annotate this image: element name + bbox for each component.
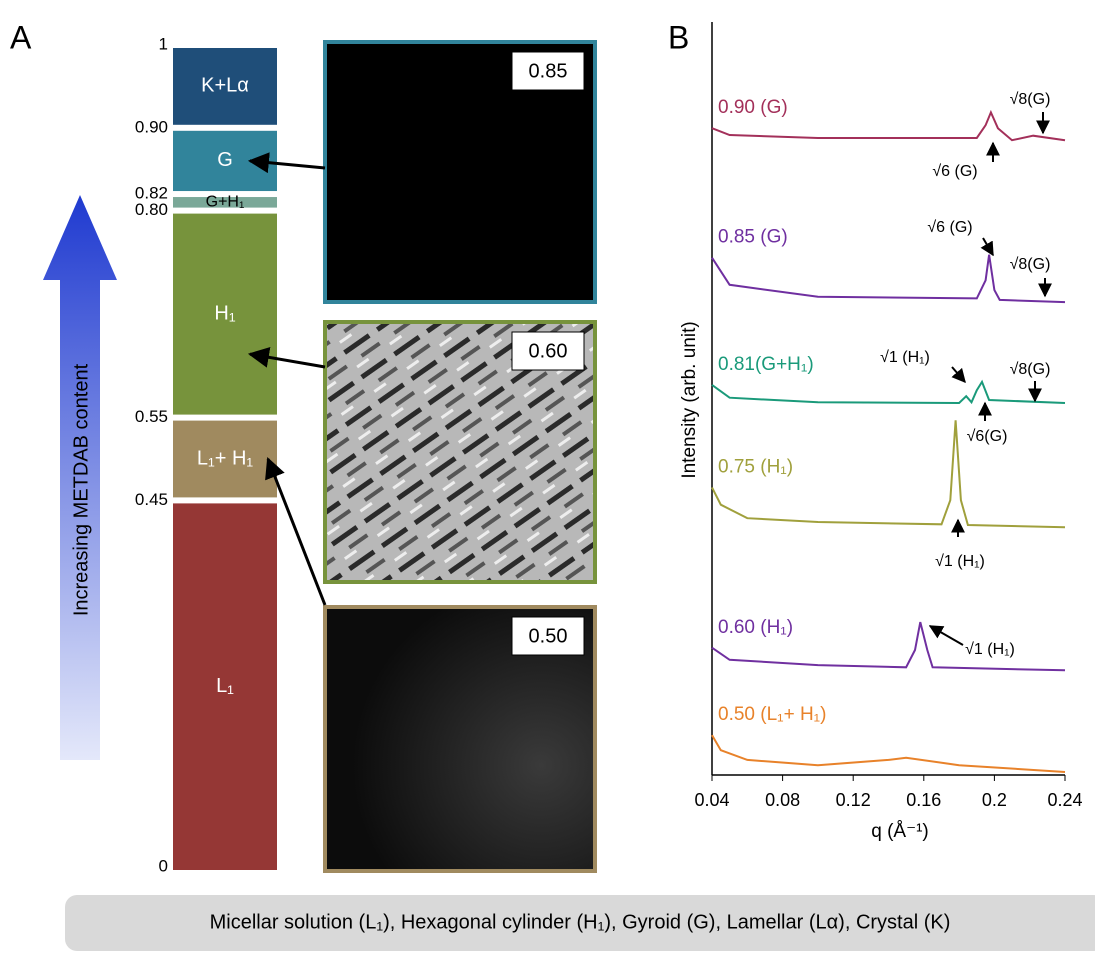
- phase-label: G+H₁: [206, 194, 245, 211]
- peak-annotation: √6 (G): [927, 219, 972, 236]
- x-tick-label: 0.08: [765, 790, 800, 810]
- phase-label: L₁: [216, 675, 234, 697]
- curve-label: 0.50 (L₁+ H₁): [718, 704, 826, 725]
- scale-label: 0.80: [135, 200, 168, 219]
- curve-label: 0.81(G+H₁): [718, 354, 814, 375]
- peak-arrow: [930, 626, 963, 645]
- peak-annotation: √8(G): [1010, 91, 1051, 108]
- x-tick-label: 0.12: [836, 790, 871, 810]
- curve-label: 0.60 (H₁): [718, 617, 793, 638]
- peak-annotation: √1 (H₁): [935, 553, 985, 570]
- curve: [712, 382, 1065, 403]
- scale-label: 0: [159, 856, 168, 875]
- panel-label: B: [668, 19, 689, 55]
- peak-annotation: √8(G): [1010, 361, 1051, 378]
- phase-label: G: [217, 149, 233, 171]
- caption: Micellar solution (L₁), Hexagonal cylind…: [210, 911, 951, 933]
- arrow-label: Increasing METDAB content: [70, 363, 92, 616]
- x-axis-label: q (Å⁻¹): [871, 821, 929, 842]
- peak-annotation: √1 (H₁): [965, 641, 1015, 658]
- curve: [712, 735, 1065, 772]
- x-tick-label: 0.24: [1047, 790, 1082, 810]
- peak-annotation: √1 (H₁): [880, 349, 930, 366]
- peak-annotation: √8(G): [1010, 256, 1051, 273]
- y-axis-label: Intensity (arb. unit): [679, 321, 700, 478]
- peak-arrow: [983, 238, 993, 255]
- peak-arrow: [952, 367, 965, 382]
- scale-label: 0.90: [135, 117, 168, 136]
- phase-label: L₁+ H₁: [197, 447, 254, 469]
- curve-label: 0.90 (G): [718, 97, 788, 118]
- phase-label: H₁: [214, 302, 235, 324]
- scale-label: 0.55: [135, 407, 168, 426]
- curve-label: 0.85 (G): [718, 227, 788, 248]
- peak-annotation: √6(G): [967, 428, 1008, 445]
- micrograph-label: 0.50: [529, 625, 568, 647]
- figure: A Increasing METDAB content B Micellar s…: [0, 0, 1095, 953]
- scale-label: 0.45: [135, 490, 168, 509]
- micrograph-label: 0.60: [529, 340, 568, 362]
- phase-label: K+Lα: [201, 75, 249, 97]
- micrograph-label: 0.85: [529, 60, 568, 82]
- x-tick-label: 0.16: [906, 790, 941, 810]
- scale-label: 1: [159, 34, 168, 53]
- x-tick-label: 0.2: [982, 790, 1007, 810]
- panel-label: A: [10, 19, 32, 55]
- peak-annotation: √6 (G): [932, 163, 977, 180]
- x-tick-label: 0.04: [694, 790, 729, 810]
- curve-label: 0.75 (H₁): [718, 456, 793, 477]
